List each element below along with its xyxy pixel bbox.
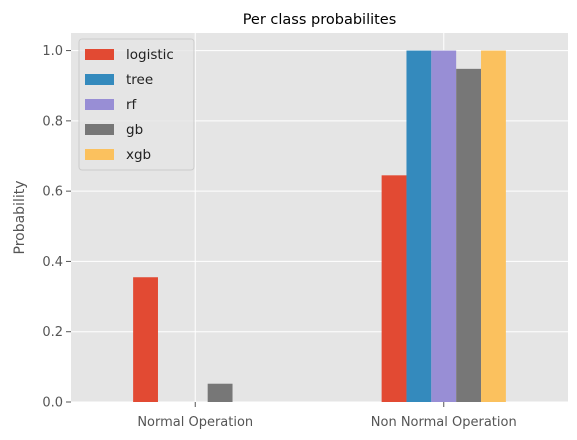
y-tick-label: 0.8 — [42, 114, 63, 129]
y-tick-label: 0.4 — [42, 255, 63, 270]
y-axis-title: Probability — [12, 180, 28, 254]
bar-rf-1 — [431, 50, 457, 402]
bar-gb-0 — [207, 383, 233, 402]
y-tick-label: 1.0 — [42, 44, 63, 59]
bar-logistic-0 — [133, 277, 158, 402]
legend: logistic tree rf gb xgb — [78, 38, 195, 171]
legend-label-gb: gb — [126, 122, 143, 138]
y-tick-label: 0.6 — [42, 185, 63, 200]
y-tick-label: 0.0 — [42, 396, 63, 411]
legend-swatch-tree — [85, 74, 114, 85]
bar-xgb-1 — [481, 50, 506, 402]
chart-title: Per class probabilites — [243, 12, 397, 28]
legend-swatch-gb — [85, 124, 114, 135]
y-axis-ticks: 0.0 0.2 0.4 0.6 0.8 1.0 — [42, 44, 71, 411]
legend-swatch-logistic — [85, 49, 114, 60]
legend-label-xgb: xgb — [126, 147, 151, 163]
legend-label-rf: rf — [126, 97, 138, 113]
x-tick-label: Non Normal Operation — [371, 415, 517, 430]
legend-swatch-xgb — [85, 149, 114, 160]
bar-tree-1 — [406, 50, 432, 402]
legend-frame — [78, 38, 195, 171]
y-tick-label: 0.2 — [42, 325, 63, 340]
legend-label-tree: tree — [126, 72, 153, 88]
legend-label-logistic: logistic — [126, 47, 174, 63]
bar-logistic-1 — [381, 175, 407, 402]
bars — [133, 50, 506, 403]
x-tick-label: Normal Operation — [137, 415, 253, 430]
x-axis-ticks: Normal Operation Non Normal Operation — [137, 402, 517, 430]
legend-swatch-rf — [85, 99, 114, 110]
bar-gb-1 — [456, 68, 482, 403]
